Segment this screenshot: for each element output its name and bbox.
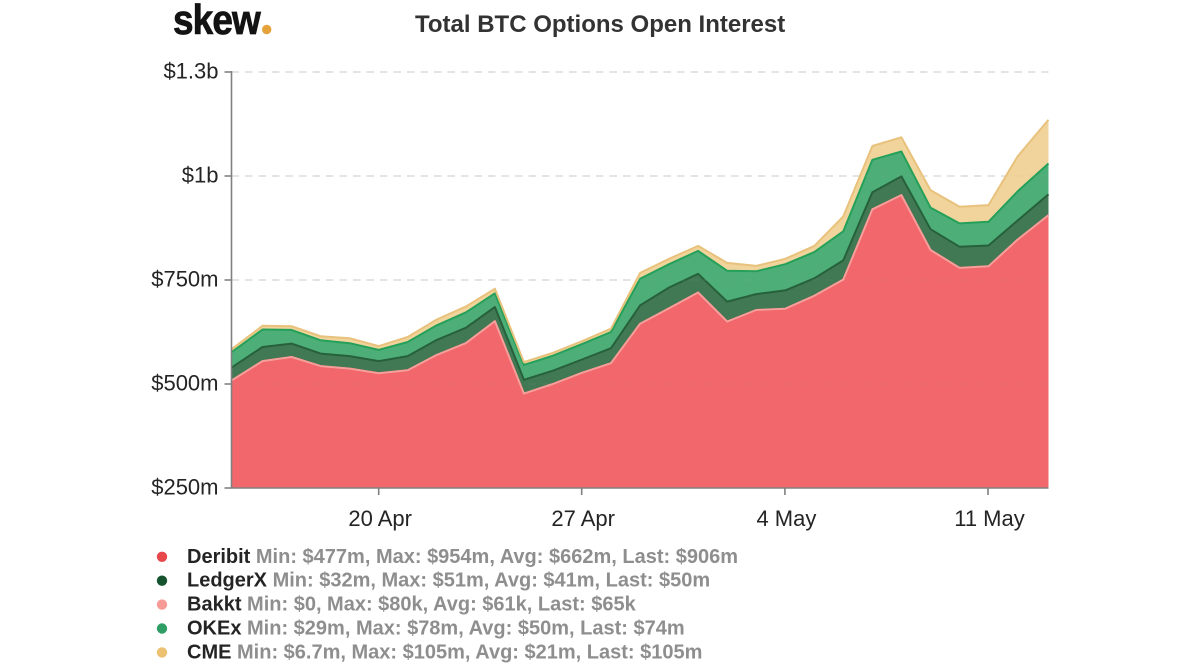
svg-text:$250m: $250m	[151, 475, 218, 500]
svg-text:$750m: $750m	[151, 267, 218, 292]
svg-text:20 Apr: 20 Apr	[348, 506, 412, 531]
svg-text:CME Min: $6.7m, Max: $105m, Av: CME Min: $6.7m, Max: $105m, Avg: $21m, L…	[187, 641, 702, 663]
svg-text:Bakkt Min: $0, Max: $80k, Avg:: Bakkt Min: $0, Max: $80k, Avg: $61k, Las…	[187, 594, 637, 616]
svg-text:Total BTC Options Open Interes: Total BTC Options Open Interest	[415, 11, 785, 38]
svg-text:$1b: $1b	[182, 163, 219, 188]
svg-text:Deribit Min: $477m, Max: $954m: Deribit Min: $477m, Max: $954m, Avg: $66…	[187, 546, 738, 568]
svg-text:$1.3b: $1.3b	[163, 59, 218, 84]
svg-text:skew: skew	[173, 0, 261, 44]
svg-text:$500m: $500m	[151, 371, 218, 396]
svg-text:OKEx Min: $29m, Max: $78m, Avg: OKEx Min: $29m, Max: $78m, Avg: $50m, La…	[187, 618, 685, 640]
svg-text:27 Apr: 27 Apr	[551, 506, 615, 531]
svg-text:LedgerX Min: $32m, Max: $51m,: LedgerX Min: $32m, Max: $51m, Avg: $41m,…	[187, 570, 710, 592]
svg-text:4 May: 4 May	[756, 506, 816, 531]
svg-text:11 May: 11 May	[954, 506, 1025, 531]
